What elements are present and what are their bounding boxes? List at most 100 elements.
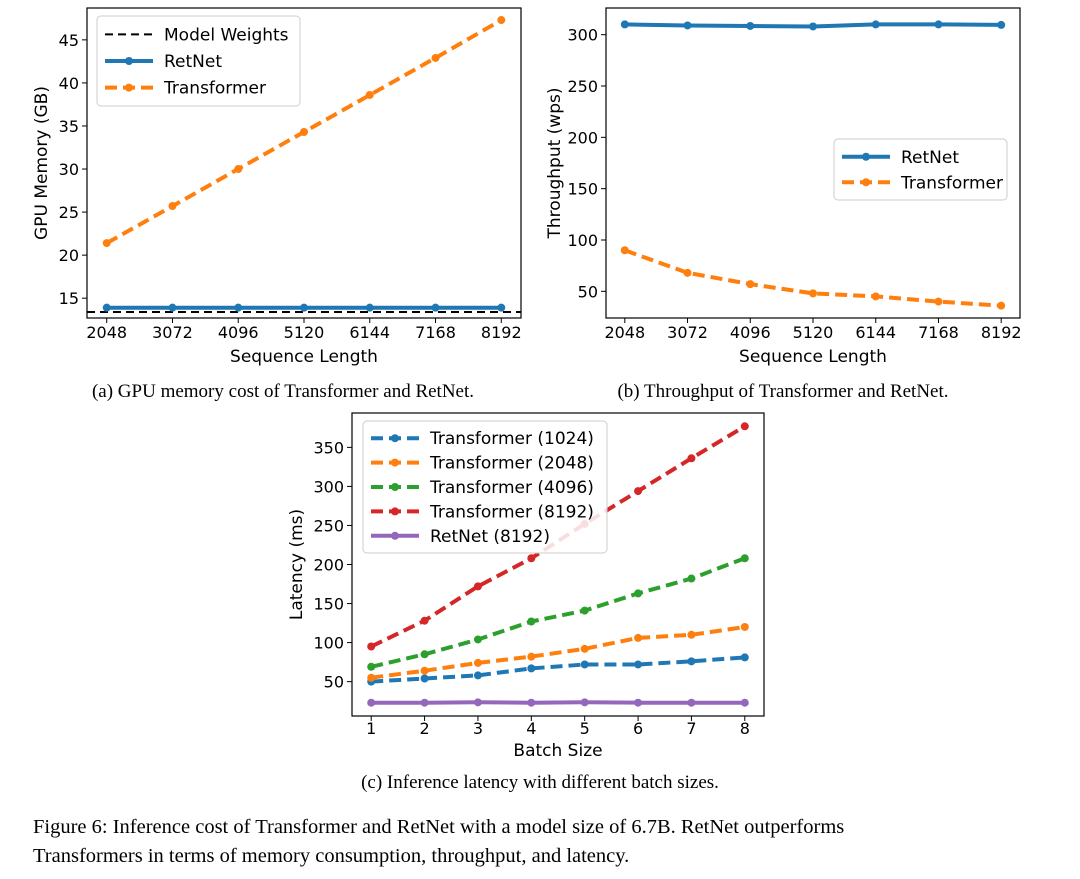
c1-series-0-point-4 [871, 20, 880, 29]
c2-xtick-label-7: 8 [740, 719, 750, 738]
c1-ytick-label-5: 300 [567, 26, 598, 45]
c1-xtick-label-3: 5120 [793, 323, 834, 342]
c1-axes-frame [605, 7, 1021, 319]
c2-series-2-point-5 [634, 589, 643, 598]
c0-series-0-point-0 [102, 303, 111, 312]
c1-ytick-label-4: 250 [567, 77, 598, 96]
c2-ytick-label-1: 100 [313, 634, 344, 653]
c0-ytick-label-1: 20 [59, 246, 79, 265]
c0-xtick-label-0: 2048 [86, 323, 127, 342]
c2-series-1-point-3 [527, 652, 536, 661]
chart-a-gpu-memory: 15 20 25 30 35 40 45 2048 3072 4096 5120 6144 7168 81… [32, 7, 522, 367]
c2-ytick-label-2: 150 [313, 595, 344, 614]
c2-series-4-point-6 [687, 698, 696, 707]
c2-legend-marker-2 [391, 483, 399, 491]
c1-ytick-label-2: 150 [567, 180, 598, 199]
c0-xtick-label-3: 5120 [284, 323, 325, 342]
caption-b: (b) Throughput of Transformer and RetNet… [617, 381, 948, 402]
c1-legend-label-1: Transformer [900, 173, 1003, 193]
c0-ytick-label-0: 15 [59, 289, 79, 308]
c2-series-1-point-2 [473, 658, 482, 667]
c1-xtick-label-2: 4096 [730, 323, 771, 342]
c0-series-0-point-6 [497, 303, 506, 312]
c1-series-0-point-5 [934, 20, 943, 29]
c2-series-0-point-4 [580, 660, 589, 669]
c2-series-0-point-3 [527, 664, 536, 673]
c0-legend-marker-2 [125, 83, 133, 92]
c2-series-3-point-3 [527, 554, 536, 563]
c2-series-3-point-6 [687, 454, 696, 463]
c2-series-line-3 [370, 424, 746, 649]
c2-xtick-label-3: 4 [526, 719, 536, 738]
c2-ytick-label-6: 350 [313, 438, 344, 457]
c1-x-axis-label: Sequence Length [739, 347, 887, 367]
c1-xtick-label-4: 6144 [855, 323, 896, 342]
c0-legend-box [96, 15, 301, 107]
c2-axes-frame [351, 412, 765, 717]
c2-series-3-point-2 [473, 582, 482, 591]
c2-series-4-point-3 [527, 698, 536, 707]
c2-legend-box [362, 420, 608, 554]
c0-series-0-point-4 [365, 303, 374, 312]
c0-series-1-point-0 [102, 239, 111, 248]
c0-series-1-point-4 [365, 90, 374, 99]
c0-series-1-point-6 [497, 16, 506, 25]
c2-x-axis-label: Batch Size [513, 741, 602, 761]
c2-legend-label-3: Transformer (8192) [429, 502, 594, 522]
c0-ytick-label-4: 35 [59, 117, 79, 136]
c1-series-1-point-4 [871, 292, 880, 301]
c1-series-0-point-2 [746, 21, 755, 30]
c0-series-1-point-1 [168, 202, 177, 211]
c2-series-1-point-1 [420, 666, 429, 675]
c0-series-0-point-1 [168, 303, 177, 312]
c1-xtick-label-5: 7168 [918, 323, 959, 342]
c2-xtick-label-4: 5 [580, 719, 590, 738]
c2-series-0-point-1 [420, 674, 429, 683]
c2-series-2-point-1 [420, 650, 429, 659]
c0-xtick-label-6: 8192 [481, 323, 522, 342]
c2-series-line-0 [371, 655, 745, 684]
c0-axes-frame [86, 7, 522, 319]
c0-ytick-label-6: 45 [59, 31, 79, 50]
c1-ytick-label-0: 50 [578, 282, 598, 301]
c2-series-0-point-2 [473, 671, 482, 680]
chart-b-throughput: 50 100 150 200 250 300 2048 3072 4096 5120 6144 716… [545, 7, 1022, 367]
c1-series-0-point-6 [997, 20, 1006, 29]
c2-xtick-label-6: 7 [686, 719, 696, 738]
c1-ytick-label-3: 200 [567, 128, 598, 147]
c2-legend-marker-3 [391, 507, 399, 516]
c2-series-2-point-6 [687, 574, 696, 583]
c0-legend-label-0: Model Weights [164, 25, 289, 45]
c1-series-1-point-0 [620, 246, 629, 255]
c1-legend-marker-0 [862, 152, 870, 161]
c0-y-axis-label: GPU Memory (GB) [32, 86, 52, 240]
c2-series-4-point-0 [367, 698, 376, 707]
c2-legend-label-0: Transformer (1024) [429, 429, 594, 449]
c2-legend-marker-4 [391, 531, 399, 540]
c2-series-3-point-0 [367, 642, 376, 651]
c0-series-1-point-3 [300, 128, 308, 136]
c2-xtick-label-5: 6 [633, 719, 643, 738]
c2-legend-label-4: RetNet (8192) [430, 527, 550, 547]
c0-legend-label-2: Transformer [163, 79, 266, 99]
c2-series-3-point-1 [420, 616, 429, 625]
c2-ytick-label-3: 200 [313, 556, 344, 575]
c2-legend-label-2: Transformer (4096) [429, 478, 594, 498]
c2-ytick-label-5: 300 [313, 477, 344, 496]
c2-series-1-point-4 [580, 644, 589, 653]
c1-series-1-point-5 [934, 297, 943, 306]
c2-series-2-point-4 [580, 606, 589, 615]
figure-caption-line-2: Transformers in terms of memory consumpt… [33, 845, 629, 867]
c1-ytick-label-1: 100 [567, 231, 598, 250]
c2-series-line-2 [370, 556, 746, 669]
c0-series-0-point-5 [431, 303, 440, 312]
c1-xtick-label-0: 2048 [604, 323, 645, 342]
c2-xtick-label-0: 1 [366, 719, 376, 738]
c2-y-axis-label: Latency (ms) [287, 509, 307, 620]
c2-series-4-point-7 [740, 698, 749, 707]
c2-legend-marker-1 [391, 458, 399, 467]
c0-series-0-point-3 [300, 303, 308, 312]
c2-series-0-point-7 [740, 653, 749, 662]
caption-a: (a) GPU memory cost of Transformer and R… [92, 381, 474, 402]
c2-series-3-point-5 [634, 487, 643, 496]
